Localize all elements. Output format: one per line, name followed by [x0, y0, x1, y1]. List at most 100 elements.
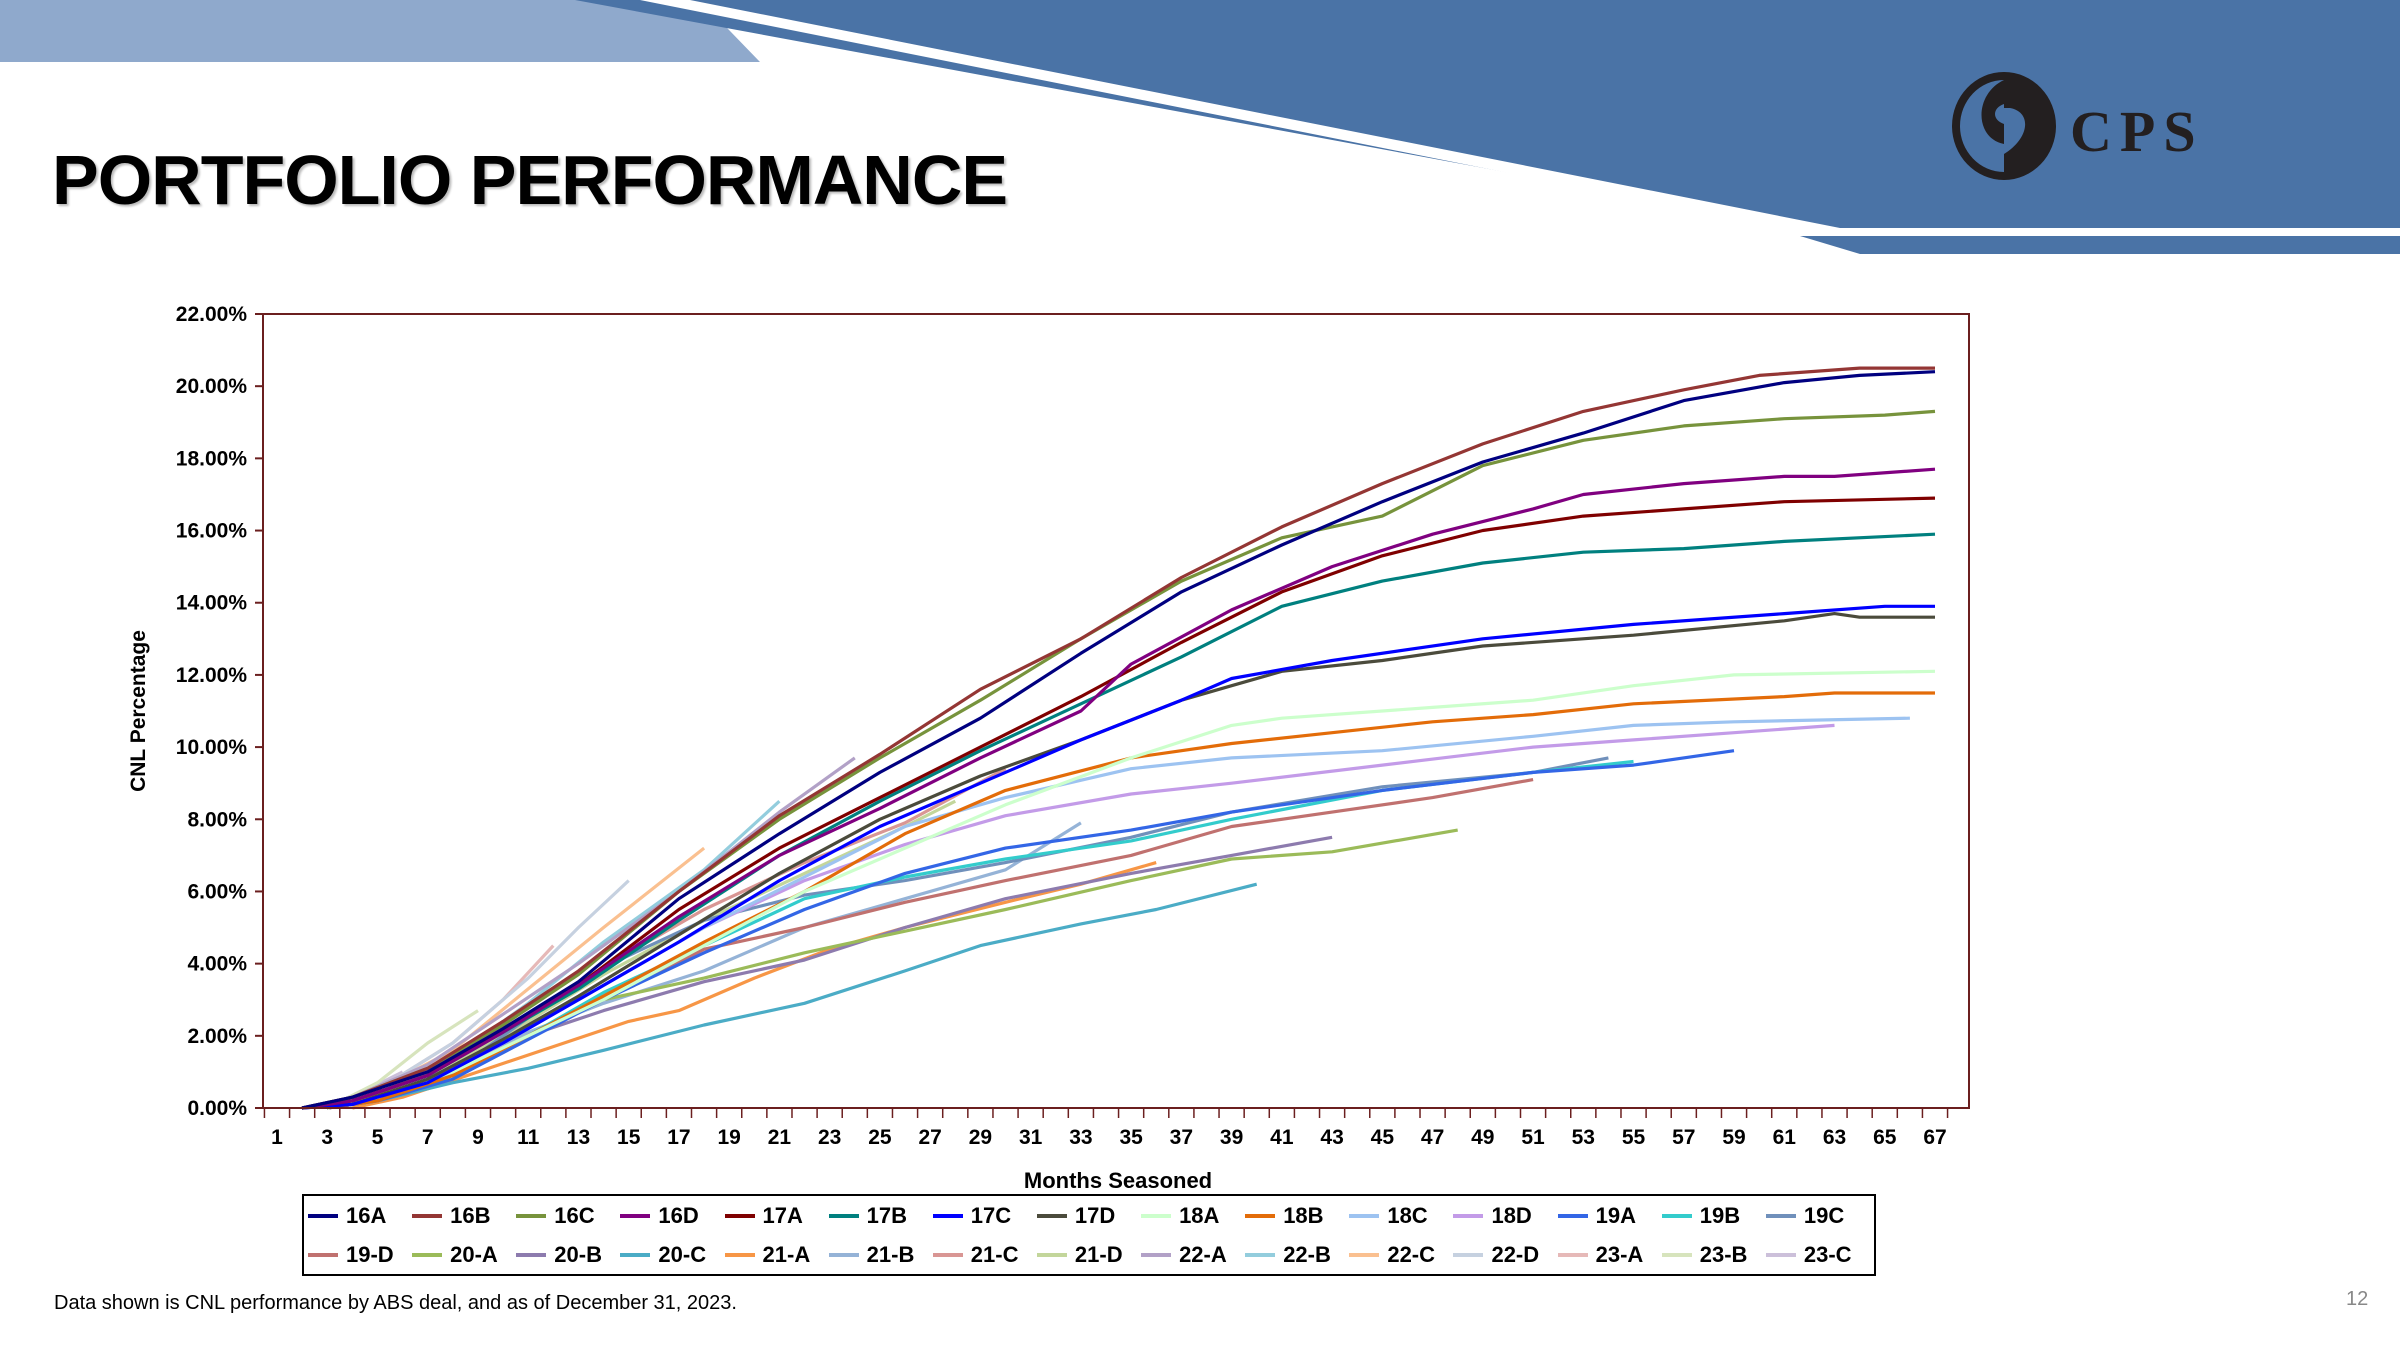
- x-tick-label: 3: [321, 1126, 333, 1149]
- x-tick-label: 15: [617, 1126, 641, 1149]
- legend-item: 17A: [724, 1203, 829, 1229]
- x-tick-label: 5: [372, 1126, 384, 1149]
- legend-label: 18B: [1283, 1202, 1324, 1228]
- legend-item: 18B: [1245, 1203, 1349, 1229]
- logo-text: CPS: [2070, 99, 2204, 164]
- legend-item: 22-B: [1245, 1242, 1349, 1268]
- legend-swatch: [1661, 1213, 1692, 1218]
- chart-legend: 16A 16B 16C 16D 17A 17B 17C 17D 18A 18B 18C 18D 19A 1…: [302, 1194, 1876, 1276]
- legend-label: 21-C: [970, 1241, 1019, 1267]
- legend-swatch: [620, 1213, 651, 1218]
- x-tick-label: 17: [667, 1126, 690, 1149]
- legend-item: 16D: [620, 1203, 724, 1229]
- page-title: PORTFOLIO PERFORMANCE: [52, 141, 1008, 219]
- legend-swatch: [620, 1252, 651, 1257]
- x-tick-label: 33: [1069, 1126, 1092, 1149]
- legend-swatch: [516, 1213, 547, 1218]
- legend-item: 21-D: [1036, 1242, 1141, 1268]
- legend-swatch: [724, 1252, 755, 1257]
- legend-item: 16C: [516, 1203, 620, 1229]
- legend-swatch: [1036, 1213, 1067, 1218]
- legend-swatch: [828, 1252, 859, 1257]
- legend-swatch: [1453, 1213, 1484, 1218]
- x-tick-label: 27: [918, 1126, 941, 1149]
- legend-swatch: [1141, 1252, 1172, 1257]
- x-tick-label: 63: [1823, 1126, 1846, 1149]
- legend-swatch: [308, 1252, 338, 1257]
- legend-label: 22-D: [1491, 1241, 1540, 1267]
- header-lower-stripe: [1800, 236, 2400, 254]
- x-tick-label: 9: [472, 1126, 484, 1149]
- x-tick-label: 51: [1521, 1126, 1545, 1149]
- page-number: 12: [2346, 1288, 2369, 1310]
- legend-swatch: [308, 1213, 338, 1218]
- legend-label: 19B: [1699, 1202, 1741, 1228]
- legend-swatch: [1245, 1213, 1276, 1218]
- legend-label: 22-B: [1283, 1241, 1331, 1267]
- y-tick-label: 2.00%: [187, 1025, 247, 1048]
- header-blue-shape: [575, 0, 2400, 232]
- x-tick-label: 19: [718, 1126, 741, 1149]
- legend-item: 22-A: [1141, 1242, 1245, 1268]
- legend-item: 20-A: [412, 1242, 516, 1268]
- x-tick-label: 61: [1773, 1126, 1797, 1149]
- header-banner: [0, 0, 2400, 254]
- series-line-18d: [326, 723, 1835, 1110]
- legend-swatch: [1557, 1213, 1588, 1218]
- legend-swatch: [516, 1252, 547, 1257]
- legend-label: 22-C: [1387, 1241, 1436, 1267]
- y-tick-label: 10.00%: [176, 736, 248, 759]
- y-tick-label: 14.00%: [176, 592, 248, 615]
- legend-item: 16B: [412, 1203, 516, 1229]
- legend-label: 16D: [658, 1202, 699, 1228]
- x-tick-label: 49: [1471, 1126, 1494, 1149]
- legend-item: 19C: [1765, 1203, 1870, 1229]
- y-tick-label: 4.00%: [187, 953, 247, 976]
- x-tick-label: 57: [1672, 1126, 1695, 1149]
- legend-label: 18C: [1387, 1202, 1428, 1228]
- legend-swatch: [1036, 1252, 1067, 1257]
- legend-label: 18A: [1179, 1202, 1220, 1228]
- y-tick-label: 8.00%: [187, 808, 247, 831]
- cnl-line-chart: 0.00% 2.00% 4.00% 6.00% 8.00% 10.00% 12.00% 14.…: [127, 303, 1970, 1190]
- x-tick-label: 13: [567, 1126, 590, 1149]
- x-tick-label: 25: [868, 1126, 892, 1149]
- legend-swatch: [1245, 1252, 1276, 1257]
- legend-swatch: [412, 1252, 443, 1257]
- x-tick-label: 7: [422, 1126, 434, 1149]
- x-tick-label: 47: [1421, 1126, 1444, 1149]
- legend-label: 18D: [1491, 1202, 1532, 1228]
- series-line-18a: [326, 669, 1936, 1110]
- header-light-band: [0, 0, 760, 62]
- y-tick-label: 20.00%: [176, 375, 248, 398]
- legend-label: 22-A: [1179, 1241, 1227, 1267]
- legend-swatch: [1765, 1213, 1796, 1218]
- series-line-19a: [326, 749, 1735, 1110]
- legend-item: 20-C: [620, 1242, 724, 1268]
- x-axis-label: Months Seasoned: [1024, 1168, 1212, 1190]
- series-line-23-b: [326, 1009, 479, 1110]
- x-tick-label: 39: [1220, 1126, 1243, 1149]
- legend-item: 17C: [932, 1203, 1037, 1229]
- legend-item: 17B: [828, 1203, 933, 1229]
- legend-item: 16A: [308, 1203, 412, 1229]
- y-tick-label: 6.00%: [187, 880, 247, 903]
- legend-item: 19-D: [308, 1242, 412, 1268]
- legend-label: 16C: [554, 1202, 595, 1228]
- x-tick-label: 59: [1722, 1126, 1745, 1149]
- legend-swatch: [1349, 1252, 1380, 1257]
- legend-item: 17D: [1036, 1203, 1141, 1229]
- legend-swatch: [412, 1213, 443, 1218]
- y-axis-label: CNL Percentage: [127, 630, 150, 792]
- legend-item: 22-C: [1349, 1242, 1453, 1268]
- plot-frame: [262, 313, 1970, 1109]
- legend-label: 19-D: [346, 1241, 394, 1267]
- legend-label: 23-A: [1595, 1241, 1644, 1267]
- legend-label: 20-B: [554, 1241, 602, 1267]
- x-tick-label: 1: [271, 1126, 283, 1149]
- series-line-16b: [301, 366, 1935, 1110]
- legend-item: 23-A: [1557, 1241, 1662, 1268]
- legend-label: 19A: [1595, 1202, 1636, 1228]
- series-line-18c: [326, 716, 1910, 1110]
- x-tick-label: 55: [1622, 1126, 1646, 1149]
